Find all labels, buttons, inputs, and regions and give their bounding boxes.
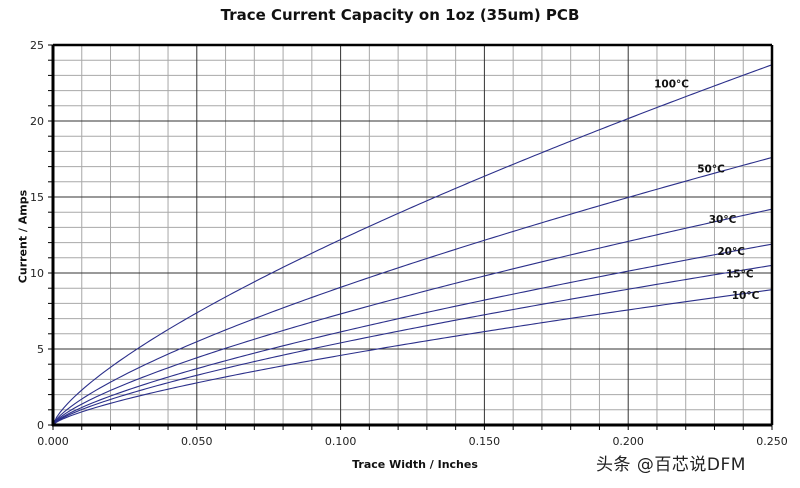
- chart-title: Trace Current Capacity on 1oz (35um) PCB: [220, 6, 580, 24]
- axes: [48, 43, 774, 430]
- y-tick-label: 0: [37, 419, 44, 432]
- curves: [52, 64, 773, 426]
- x-tick-label: 0.150: [469, 435, 501, 448]
- tick-labels: 0.000 0.050 0.100 0.150 0.200 0.250 0 5 10 15 20 25: [30, 39, 788, 448]
- curve-label: 30°C: [709, 214, 737, 226]
- curve-20c: [52, 243, 773, 426]
- x-axis-label: Trace Width / Inches: [352, 458, 478, 471]
- major-grid: [53, 45, 772, 425]
- curve-labels: 100°C 50°C 30°C 20°C 15°C 10°C: [654, 79, 760, 302]
- curve-label: 10°C: [732, 290, 760, 302]
- curve-100c: [52, 64, 773, 426]
- y-tick-label: 25: [30, 39, 44, 52]
- curve-label: 20°C: [717, 246, 745, 258]
- curve-label: 100°C: [654, 79, 689, 91]
- y-tick-label: 15: [30, 191, 44, 204]
- curve-50c: [52, 156, 773, 426]
- curve-15c: [52, 264, 773, 426]
- x-tick-label: 0.100: [325, 435, 357, 448]
- y-tick-label: 5: [37, 343, 44, 356]
- y-tick-label: 20: [30, 115, 44, 128]
- x-tick-label: 0.000: [37, 435, 69, 448]
- x-tick-label: 0.250: [756, 435, 788, 448]
- y-tick-label: 10: [30, 267, 44, 280]
- curve-30c: [52, 208, 773, 426]
- curve-label: 50°C: [697, 164, 725, 176]
- watermark: 头条 @百芯说DFM: [596, 455, 746, 475]
- curve-label: 15°C: [726, 269, 754, 281]
- minor-grid: [53, 45, 772, 425]
- x-tick-label: 0.200: [612, 435, 644, 448]
- curve-10c: [52, 289, 773, 426]
- x-tick-label: 0.050: [181, 435, 213, 448]
